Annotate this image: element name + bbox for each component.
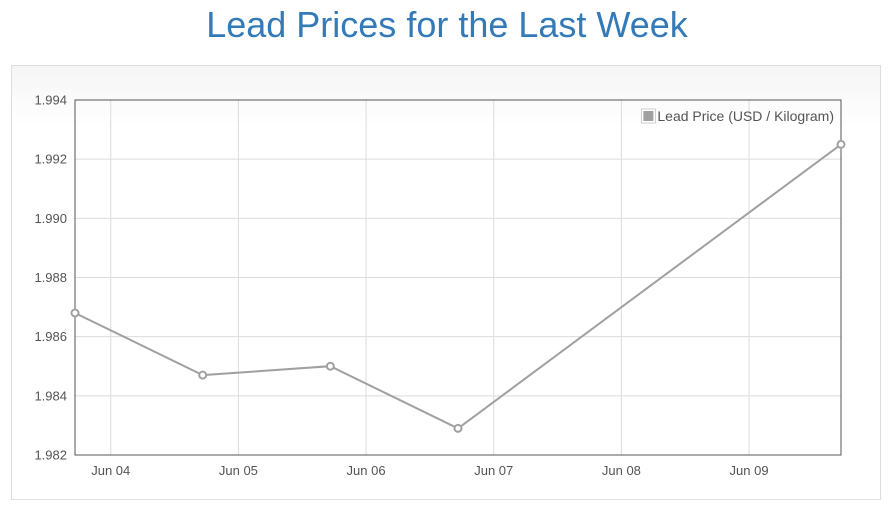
x-tick-label: Jun 07: [474, 463, 513, 478]
data-point[interactable]: [325, 361, 335, 371]
y-tick-label: 1.994: [34, 93, 67, 108]
x-tick-label: Jun 09: [730, 463, 769, 478]
x-axis: Jun 04 Jun 05 Jun 06 Jun 07 Jun 08 Jun 09: [91, 463, 768, 478]
y-tick-label: 1.986: [34, 329, 67, 344]
y-tick-label: 1.984: [34, 388, 67, 403]
data-point[interactable]: [836, 139, 846, 149]
y-tick-label: 1.992: [34, 152, 67, 167]
y-tick-label: 1.990: [34, 211, 67, 226]
legend-swatch: [643, 111, 654, 121]
legend: Lead Price (USD / Kilogram): [640, 108, 834, 124]
page-title: Lead Prices for the Last Week: [206, 4, 688, 45]
y-tick-label: 1.982: [34, 448, 67, 463]
series-group: [70, 139, 846, 433]
grid-lines: [75, 99, 841, 456]
x-tick-label: Jun 06: [347, 463, 386, 478]
data-point[interactable]: [70, 308, 80, 318]
plot-area-border: [74, 99, 842, 456]
x-tick-label: Jun 08: [602, 463, 641, 478]
legend-label: Lead Price (USD / Kilogram): [657, 108, 834, 124]
y-tick-label: 1.988: [34, 270, 67, 285]
data-point[interactable]: [198, 370, 208, 380]
x-tick-label: Jun 04: [91, 463, 130, 478]
y-axis: 1.982 1.984 1.986 1.988 1.990 1.992 1.994: [34, 93, 67, 463]
data-point[interactable]: [453, 423, 463, 433]
series-line: [74, 143, 842, 430]
chart-panel: [11, 65, 881, 500]
x-tick-label: Jun 05: [219, 463, 258, 478]
